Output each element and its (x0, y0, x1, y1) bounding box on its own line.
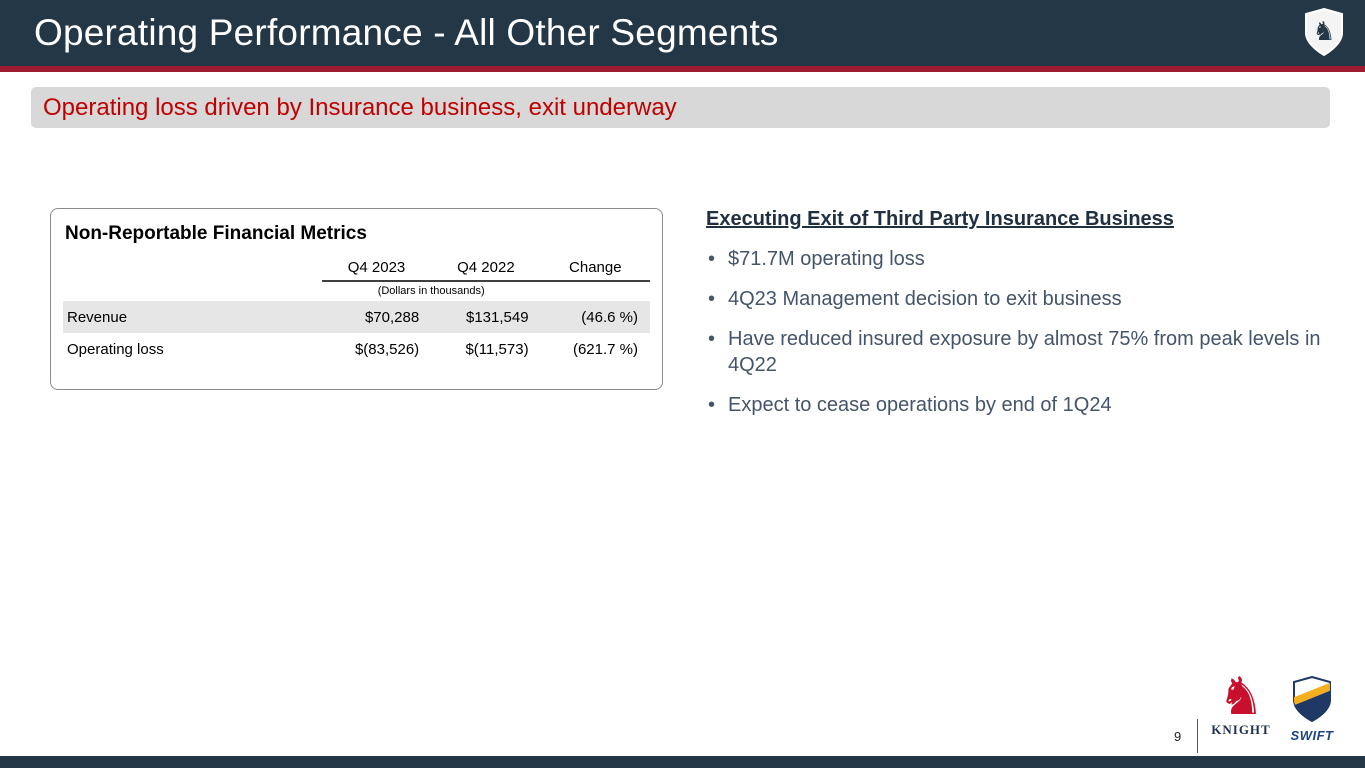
exit-panel-heading: Executing Exit of Third Party Insurance … (706, 208, 1174, 230)
page-number-divider (1197, 719, 1198, 753)
metrics-card: Non-Reportable Financial Metrics Q4 2023… (50, 208, 663, 390)
knight-wordmark: KNIGHT (1211, 722, 1271, 737)
col-header-q4-2023: Q4 2023 (321, 257, 432, 282)
bullet-item: $71.7M operating loss (704, 246, 1352, 272)
swift-wordmark: SWIFT (1290, 728, 1334, 743)
units-note: (Dollars in thousands) (377, 285, 485, 297)
cell-q4-2023: $70,288 (364, 308, 420, 326)
col-header-q4-2022: Q4 2022 (431, 257, 541, 282)
bullet-item: 4Q23 Management decision to exit busines… (704, 286, 1352, 312)
table-header-row: Q4 2023 Q4 2022 Change (63, 257, 650, 282)
header-knight-glyph: ♞ (1312, 16, 1335, 46)
knight-piece-icon: ♞ (1217, 668, 1265, 726)
table-row-revenue: Revenue $70,288 $131,549 (46.6 %) (63, 301, 650, 333)
bullet-list: $71.7M operating loss 4Q23 Management de… (704, 246, 1352, 418)
cell-q4-2022: $131,549 (466, 308, 529, 326)
exit-panel: Executing Exit of Third Party Insurance … (704, 208, 1352, 432)
bullet-item: Expect to cease operations by end of 1Q2… (704, 392, 1352, 418)
subtitle-banner: Operating loss driven by Insurance busin… (31, 87, 1330, 128)
bullet-item: Have reduced insured exposure by almost … (704, 326, 1352, 378)
col-header-change: Change (540, 257, 650, 282)
subtitle-text: Operating loss driven by Insurance busin… (43, 93, 677, 121)
metrics-table: Q4 2023 Q4 2022 Change (Dollars in thous… (63, 257, 650, 365)
units-note-row: (Dollars in thousands) (63, 281, 650, 301)
cell-change: (46.6 %) (581, 308, 638, 326)
page-number: 9 (1174, 729, 1182, 744)
table-row-operating-loss: Operating loss $(83,526) $(11,573) (621.… (63, 333, 650, 365)
accent-rule (0, 66, 1365, 72)
slide-header: Operating Performance - All Other Segmen… (0, 0, 1365, 66)
metrics-table-title: Non-Reportable Financial Metrics (65, 223, 367, 244)
cell-change: (621.7 %) (572, 340, 638, 358)
swift-logo: SWIFT (1283, 675, 1341, 743)
cell-q4-2023: $(83,526) (354, 340, 420, 358)
swift-shield-icon (1293, 675, 1331, 723)
slide-title: Operating Performance - All Other Segmen… (34, 12, 779, 53)
knight-shield-icon: ♞ (1303, 7, 1345, 62)
footer-bar (0, 756, 1365, 768)
knight-logo: ♞ KNIGHT (1208, 670, 1274, 738)
cell-q4-2022: $(11,573) (465, 340, 529, 358)
row-label: Revenue (67, 308, 128, 326)
row-label: Operating loss (67, 340, 164, 358)
col-header-blank (63, 257, 322, 281)
